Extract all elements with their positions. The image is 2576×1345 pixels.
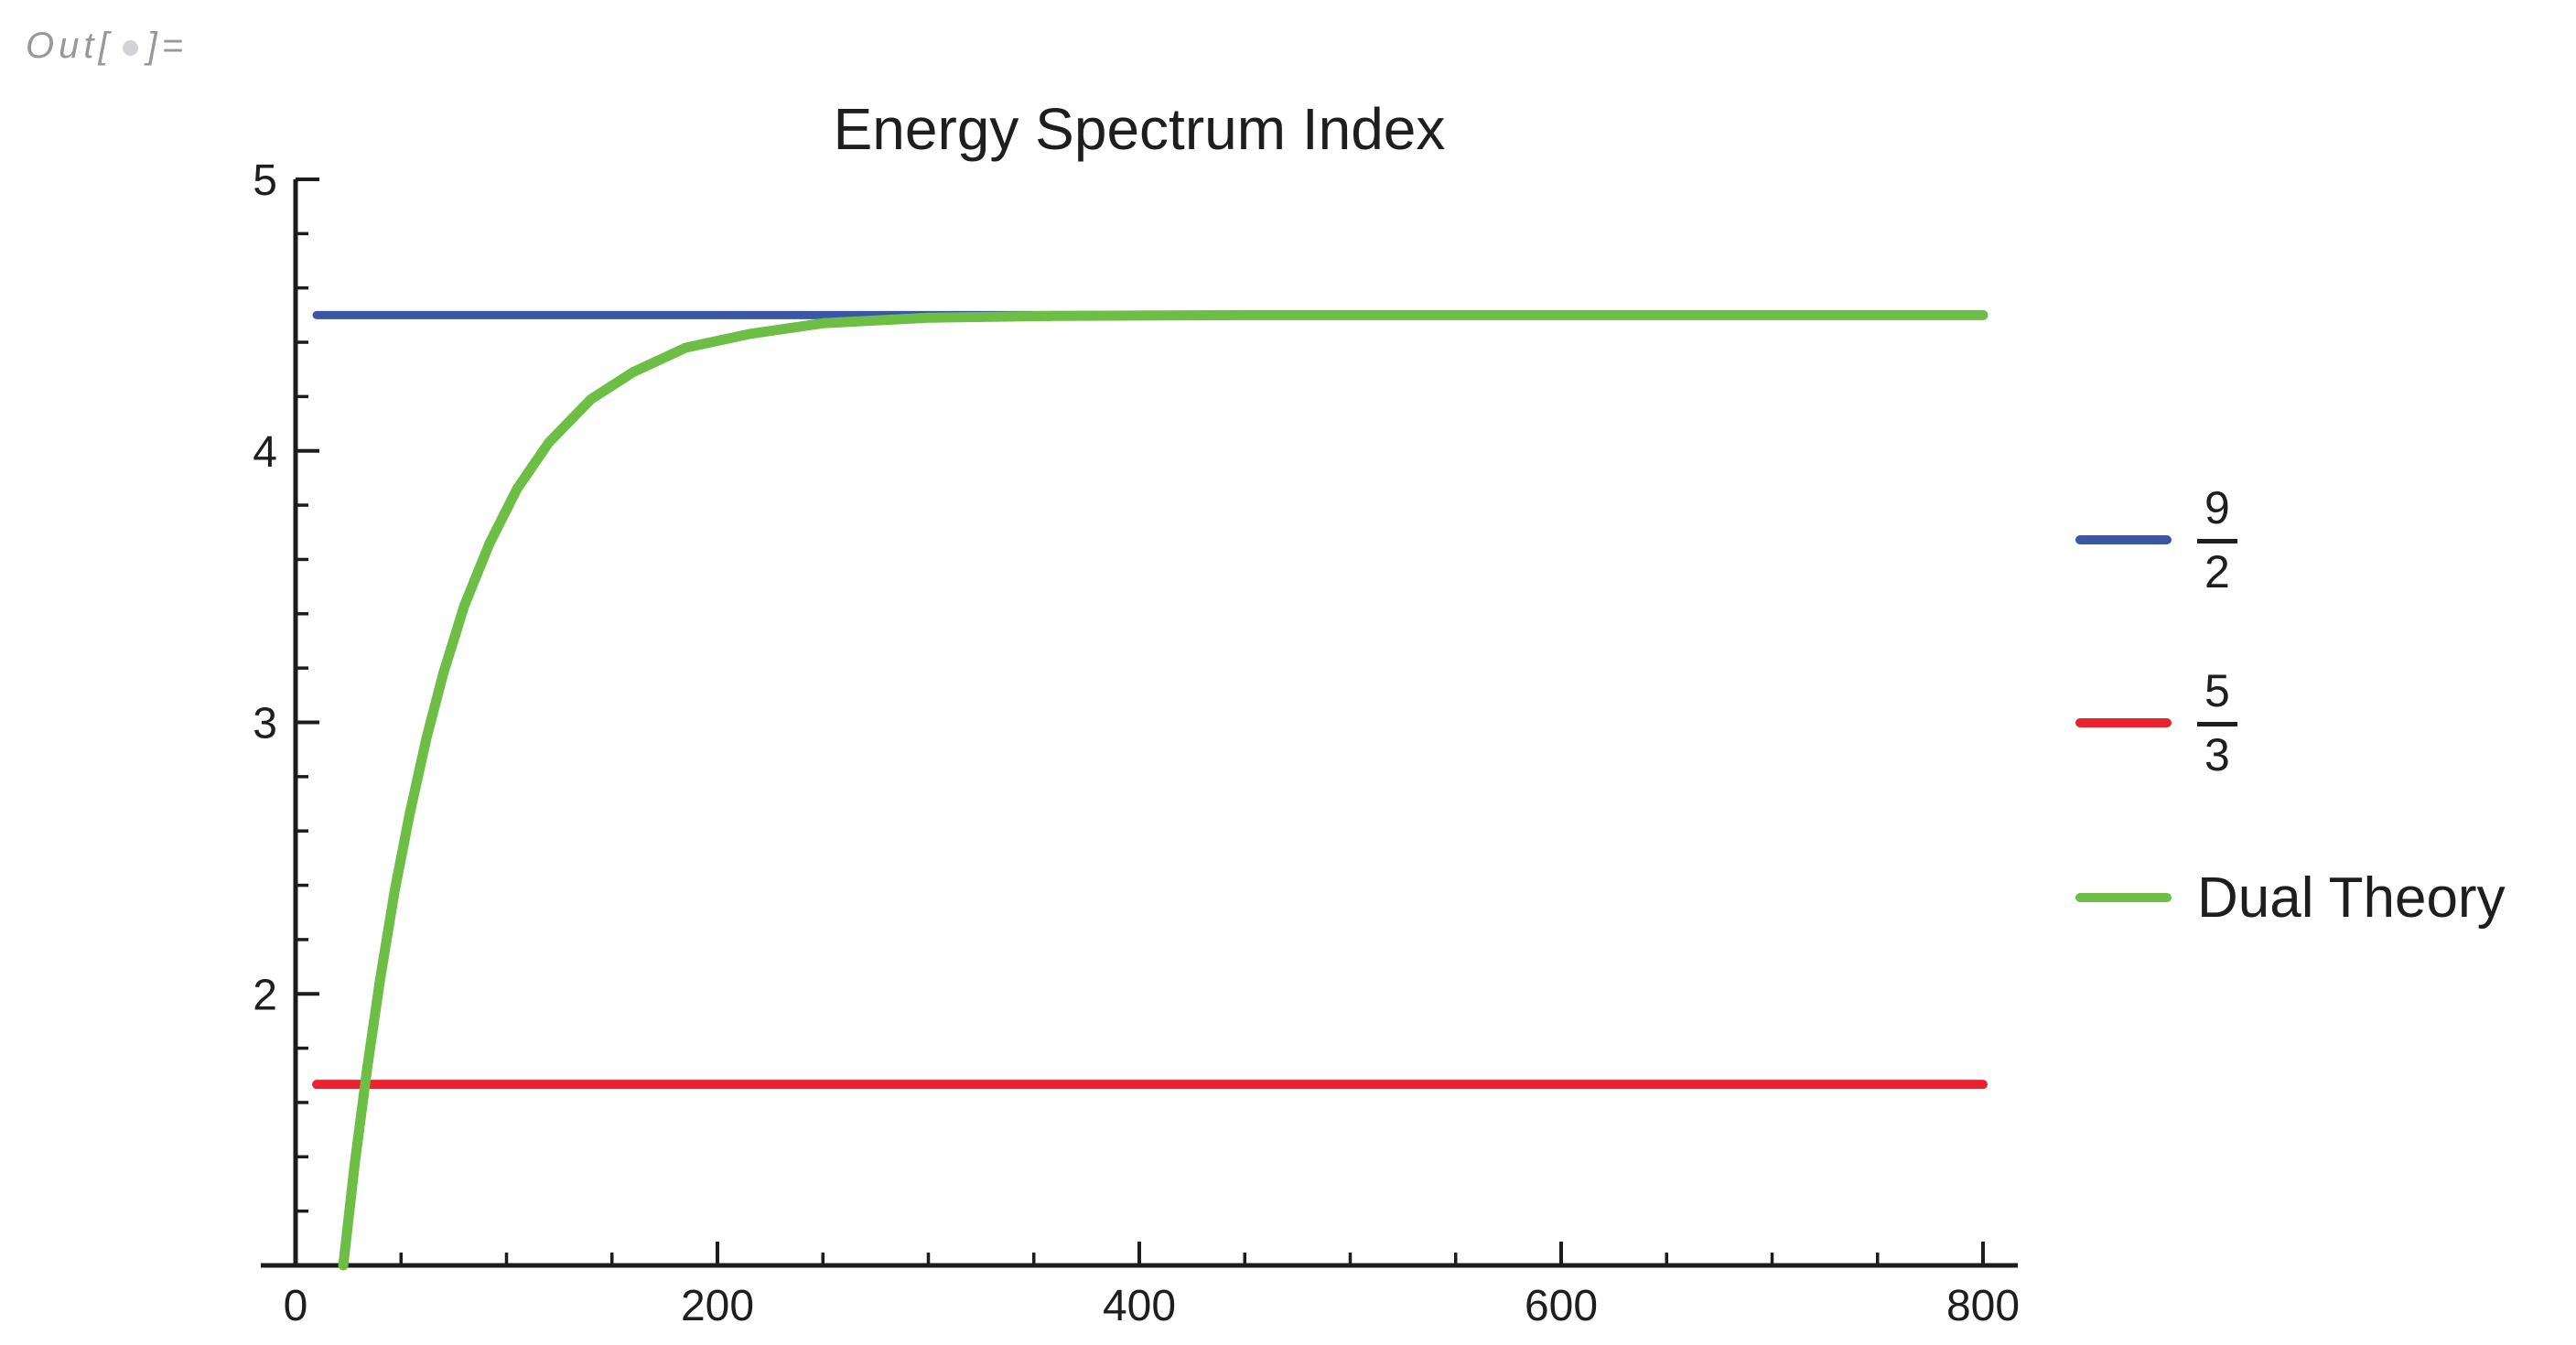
out-bullet-icon bbox=[122, 40, 138, 56]
out-label-suffix: ]= bbox=[146, 26, 189, 66]
x-tick-label: 0 bbox=[284, 1282, 308, 1330]
y-tick-label: 4 bbox=[253, 428, 277, 477]
legend-label-dual-theory: Dual Theory bbox=[2197, 866, 2506, 930]
plot-title: Energy Spectrum Index bbox=[834, 96, 1446, 162]
legend-item-dual-theory: Dual Theory bbox=[2075, 861, 2506, 934]
y-tick-label: 3 bbox=[253, 700, 277, 748]
plot-legend: 9 2 5 3 Dual Theory bbox=[2075, 0, 2576, 1345]
series-dual-theory bbox=[338, 309, 1989, 1271]
y-tick-label: 5 bbox=[253, 156, 277, 205]
fraction-numerator: 9 bbox=[2197, 483, 2237, 543]
legend-item-9-2: 9 2 bbox=[2075, 483, 2237, 596]
x-tick-label: 400 bbox=[1103, 1282, 1176, 1330]
y-tick-label: 2 bbox=[253, 971, 277, 1019]
legend-swatch-green bbox=[2075, 893, 2172, 902]
out-label-prefix: Out[ bbox=[26, 26, 113, 66]
x-tick-label: 200 bbox=[681, 1282, 754, 1330]
out-label: Out[ ]= bbox=[26, 26, 188, 67]
axes bbox=[261, 179, 2018, 1268]
legend-fraction-5-3: 5 3 bbox=[2197, 666, 2237, 780]
fraction-denominator: 2 bbox=[2204, 545, 2230, 597]
legend-item-5-3: 5 3 bbox=[2075, 666, 2237, 779]
x-tick-label: 800 bbox=[1946, 1282, 2020, 1330]
legend-swatch-red bbox=[2075, 718, 2172, 727]
legend-swatch-blue bbox=[2075, 535, 2172, 544]
legend-fraction-9-2: 9 2 bbox=[2197, 483, 2237, 597]
fraction-denominator: 3 bbox=[2204, 728, 2230, 780]
fraction-numerator: 5 bbox=[2197, 666, 2237, 726]
x-tick-label: 600 bbox=[1525, 1282, 1598, 1330]
